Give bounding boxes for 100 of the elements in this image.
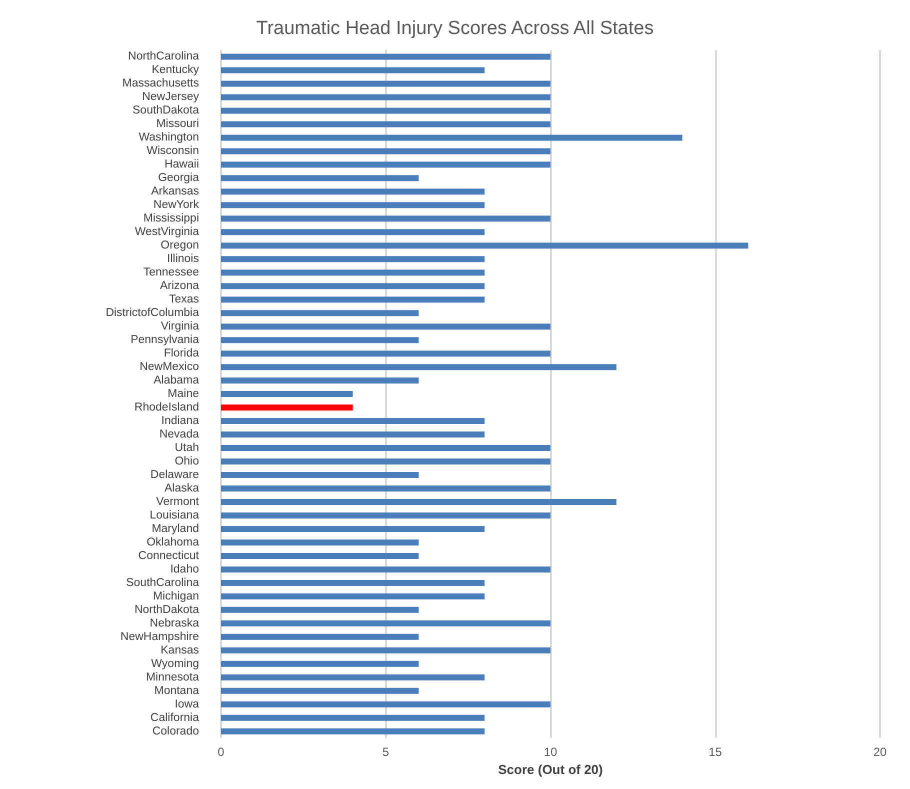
bar (221, 202, 485, 208)
bar (221, 296, 485, 303)
bar (221, 580, 485, 586)
bar (221, 256, 485, 262)
x-tick-label: 5 (382, 745, 390, 760)
y-tick-label: SouthDakota (132, 104, 200, 117)
y-tick-label: NorthDakota (134, 604, 200, 616)
bar (221, 512, 550, 518)
y-tick-label: Washington (138, 132, 199, 144)
bar (221, 337, 419, 344)
y-tick-label: Vermont (156, 496, 200, 508)
y-tick-label: Massachusetts (122, 78, 200, 90)
bar (221, 229, 485, 236)
bar (221, 498, 616, 505)
bar (221, 216, 550, 222)
bar (221, 606, 419, 613)
bar (221, 634, 419, 640)
bar (221, 472, 419, 478)
y-tick-label: Maryland (152, 522, 199, 535)
bar (221, 458, 550, 465)
bar (221, 350, 550, 357)
x-tick-label: 20 (873, 745, 887, 760)
bar (221, 121, 550, 128)
bar (221, 566, 550, 572)
bar (221, 148, 550, 154)
y-tick-label: NorthCarolina (128, 50, 200, 63)
y-tick-label: Hawaii (164, 158, 199, 171)
y-tick-label: Wyoming (151, 658, 199, 670)
bar (221, 432, 485, 438)
y-tick-label: Oregon (160, 240, 199, 252)
bar (221, 391, 353, 398)
bar (221, 404, 353, 411)
y-tick-label: Minnesota (146, 671, 200, 684)
bar (221, 242, 748, 249)
y-tick-label: NewYork (153, 199, 200, 212)
y-tick-label: Louisiana (150, 509, 200, 522)
bar (221, 94, 550, 100)
bar (221, 701, 550, 708)
y-tick-label: Maine (168, 388, 199, 400)
bar (221, 647, 550, 654)
bar (221, 310, 419, 316)
bar (221, 593, 485, 600)
y-tick-label: Florida (164, 348, 200, 360)
bar (221, 364, 616, 370)
bar (221, 660, 419, 667)
x-tick-label: 0 (218, 745, 225, 760)
bar (221, 445, 550, 452)
y-tick-label: SouthCarolina (126, 576, 200, 589)
bar (221, 378, 419, 384)
y-tick-label: Idaho (170, 563, 199, 576)
y-tick-label: WestVirginia (134, 226, 200, 238)
y-tick-label: Oklahoma (146, 536, 200, 548)
bar (221, 175, 419, 182)
y-tick-label: Alaska (164, 482, 200, 494)
y-tick-label: Indiana (161, 415, 200, 428)
bar (221, 188, 485, 195)
x-tick-label: 15 (708, 745, 722, 760)
bar (221, 688, 419, 694)
y-tick-label: Iowa (174, 698, 200, 710)
bar (221, 108, 550, 114)
bar (221, 324, 550, 330)
x-axis-title: Score (Out of 20) (498, 762, 603, 777)
y-tick-label: Missouri (156, 118, 199, 130)
bar (221, 539, 419, 546)
bar (221, 714, 485, 721)
y-tick-label: Colorado (152, 725, 199, 738)
y-tick-label: Wisconsin (146, 145, 199, 158)
x-tick-label: 10 (544, 745, 558, 760)
y-tick-label: Utah (174, 442, 199, 454)
y-tick-label: NewJersey (142, 91, 200, 104)
y-tick-label: Nevada (159, 428, 200, 441)
bar (221, 134, 682, 141)
y-tick-label: Georgia (158, 172, 200, 184)
y-tick-label: Michigan (152, 590, 199, 602)
y-tick-label: Virginia (160, 320, 200, 333)
y-tick-label: Montana (154, 684, 200, 697)
y-tick-label: Arizona (160, 280, 200, 292)
y-tick-label: Nebraska (150, 617, 200, 630)
y-tick-label: Mississippi (143, 212, 199, 225)
bar (221, 162, 550, 168)
y-tick-label: Connecticut (138, 550, 200, 562)
y-tick-label: RhodeIsland (134, 402, 199, 414)
y-tick-label: Delaware (150, 469, 199, 482)
y-tick-label: Illinois (167, 253, 200, 266)
bar (221, 620, 550, 626)
y-tick-label: Kansas (160, 644, 200, 656)
bar (221, 552, 419, 559)
bar (221, 270, 485, 276)
bar (221, 283, 485, 290)
bar (221, 728, 485, 734)
y-tick-label: Tennessee (143, 266, 199, 279)
bar (221, 418, 485, 424)
bar (221, 80, 550, 87)
y-tick-label: Arkansas (151, 186, 200, 198)
y-tick-label: NewMexico (140, 361, 199, 374)
y-tick-label: Alabama (154, 374, 200, 387)
y-tick-label: Texas (168, 294, 200, 306)
y-tick-label: NewHampshire (120, 630, 199, 643)
bar (221, 526, 485, 532)
bar (221, 485, 550, 492)
